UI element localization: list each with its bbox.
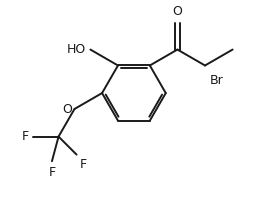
Text: Br: Br xyxy=(209,74,223,87)
Text: F: F xyxy=(22,130,29,143)
Text: HO: HO xyxy=(67,43,86,56)
Text: F: F xyxy=(80,158,87,171)
Text: O: O xyxy=(172,5,182,18)
Text: O: O xyxy=(62,102,72,116)
Text: F: F xyxy=(48,166,55,179)
